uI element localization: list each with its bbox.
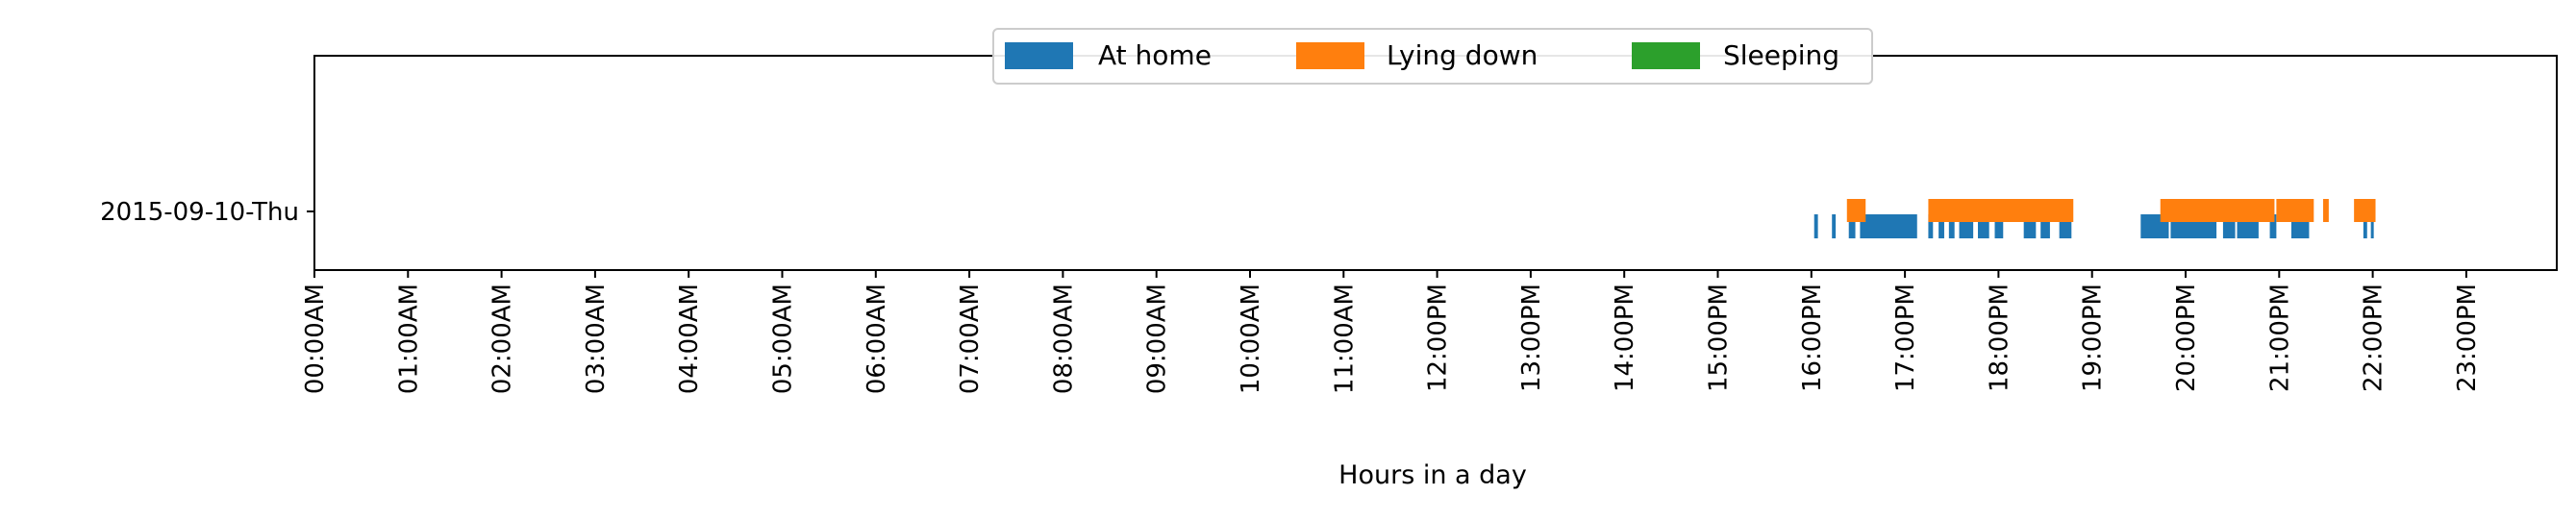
lying-down-interval [1846, 199, 1866, 222]
x-tick-label: 16:00PM [1798, 284, 1827, 392]
x-tick-label: 17:00PM [1891, 284, 1920, 392]
legend: At home Lying down Sleeping [992, 28, 1873, 85]
x-tick-label: 09:00AM [1143, 284, 1172, 394]
legend-label-sleeping: Sleeping [1723, 39, 1839, 71]
x-tick-label: 23:00PM [2453, 284, 2482, 392]
x-tick-label: 15:00PM [1705, 284, 1734, 392]
at-home-interval [1938, 214, 1944, 238]
x-tick-label: 14:00PM [1611, 284, 1639, 392]
x-tick-label: 03:00AM [582, 284, 611, 394]
at-home-interval [1832, 214, 1837, 238]
x-tick-label: 07:00AM [956, 284, 985, 394]
at-home-interval [1928, 214, 1934, 238]
plot-frame [313, 55, 2558, 271]
x-tick-label: 19:00PM [2079, 284, 2108, 392]
x-tick-label: 05:00AM [769, 284, 798, 394]
lying-down-interval [1928, 199, 2074, 222]
legend-swatch-at-home [1005, 42, 1073, 69]
lying-down-interval [2323, 199, 2329, 222]
x-tick-label: 22:00PM [2360, 284, 2388, 392]
at-home-interval [1813, 214, 1818, 238]
legend-label-lying-down: Lying down [1387, 39, 1538, 71]
at-home-interval [2269, 214, 2277, 238]
x-tick-label: 10:00AM [1237, 284, 1265, 394]
x-tick-label: 13:00PM [1517, 284, 1546, 392]
lying-down-interval [2354, 199, 2376, 222]
at-home-interval [2370, 214, 2374, 238]
at-home-interval [2363, 214, 2367, 238]
series-lying-down-marks [1846, 199, 2376, 222]
x-tick-label: 01:00AM [394, 284, 423, 394]
x-tick-label: 12:00PM [1424, 284, 1453, 392]
x-tick-label: 11:00AM [1330, 284, 1359, 394]
legend-swatch-lying-down [1296, 42, 1364, 69]
x-tick-label: 02:00AM [488, 284, 517, 394]
x-tick-label: 20:00PM [2172, 284, 2201, 392]
x-tick-label: 18:00PM [1985, 284, 2013, 392]
lying-down-interval [2160, 199, 2275, 222]
at-home-interval [1860, 214, 1917, 238]
x-axis-ticks: 00:00AM 01:00AM 02:00AM 03:00AM 04:00AM 05:00… [301, 270, 2482, 394]
at-home-interval [1994, 214, 2004, 238]
row-label: 2015-09-10-Thu [100, 198, 299, 227]
x-tick-label: 04:00AM [675, 284, 704, 394]
lying-down-interval [2276, 199, 2314, 222]
at-home-interval [1848, 214, 1856, 238]
at-home-interval [1948, 214, 1955, 238]
x-tick-label: 06:00AM [863, 284, 891, 394]
x-tick-label: 08:00AM [1049, 284, 1078, 394]
at-home-interval [1977, 214, 1989, 238]
x-tick-label: 00:00AM [301, 284, 330, 394]
at-home-interval [2040, 214, 2050, 238]
x-tick-label: 21:00PM [2265, 284, 2294, 392]
legend-label-at-home: At home [1098, 39, 1212, 71]
x-axis-label: Hours in a day [1338, 460, 1527, 490]
legend-swatch-sleeping [1632, 42, 1700, 69]
